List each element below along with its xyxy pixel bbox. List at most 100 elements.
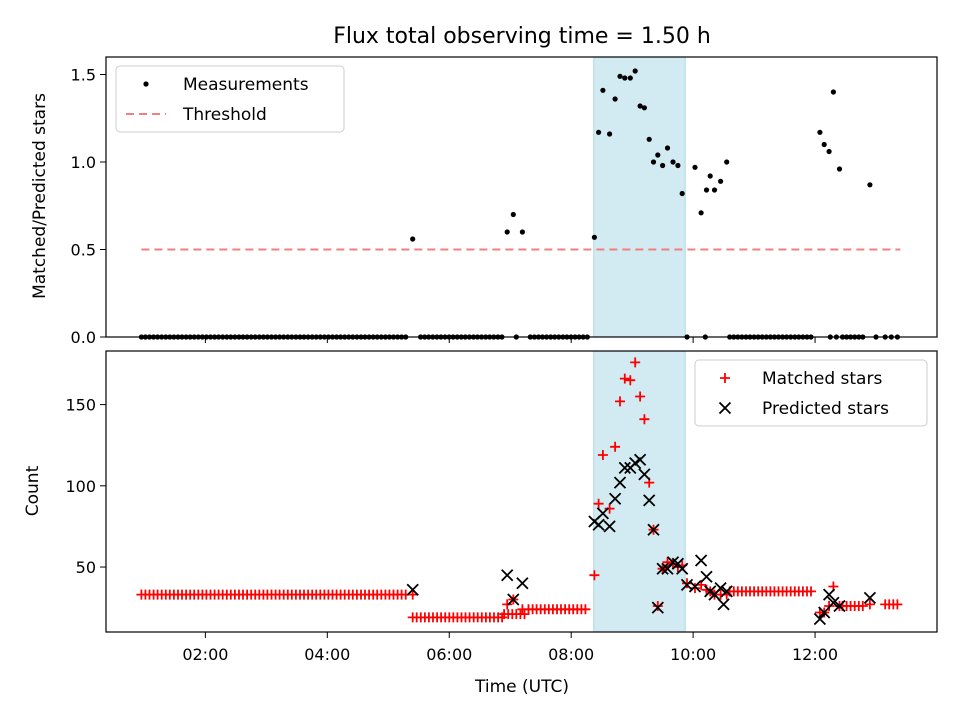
legend-predicted-swatch (718, 401, 732, 415)
measurement-point (632, 68, 638, 74)
measurement-point (622, 75, 628, 81)
measurement-point (826, 148, 832, 155)
predicted-star-point (656, 562, 669, 575)
predicted-star-point (647, 523, 660, 536)
measurement-point (692, 164, 698, 170)
measurement-point (596, 129, 602, 135)
measurement-point (817, 129, 823, 135)
legend: Measurements Threshold (115, 65, 345, 133)
measurement-point (607, 131, 613, 137)
predicted-star-point (592, 518, 605, 531)
measurement-point (821, 141, 827, 148)
matched-star-point (597, 450, 608, 460)
y-tick-label: 50 (76, 558, 96, 577)
predicted-star-point (633, 453, 647, 466)
measurement-point (591, 234, 598, 240)
y-tick-label: 1.0 (71, 153, 96, 172)
matched-star-point (662, 557, 673, 568)
matched-star-point (593, 498, 604, 509)
matched-star-point (517, 604, 528, 615)
legend-box (115, 65, 345, 133)
measurement-point (707, 173, 713, 179)
x-tick-label: 04:00 (304, 645, 350, 664)
measurement-point (655, 152, 661, 158)
predicted-star-point (406, 583, 419, 596)
legend-matched-swatch (720, 373, 730, 383)
measurement-point (637, 103, 643, 109)
matched-star-point (604, 503, 615, 514)
predicted-star-point (813, 612, 827, 626)
measurement-point (650, 159, 657, 165)
measurement-point (867, 182, 873, 188)
predicted-star-point (863, 591, 877, 605)
measurement-point (612, 96, 618, 102)
predicted-star-point (700, 570, 713, 583)
matched-star-point (619, 373, 630, 384)
legend-measurement-swatch (143, 81, 149, 87)
measurement-point (711, 187, 718, 193)
measurement-point (670, 159, 676, 165)
predicted-star-point (638, 468, 651, 481)
measurement-point (660, 162, 666, 169)
axes-frame (105, 56, 938, 338)
measurement-point (410, 236, 416, 242)
legend-box (694, 359, 928, 427)
matched-star-point (682, 578, 692, 589)
predicted-star-point (507, 593, 520, 606)
matched-star-point (630, 357, 641, 368)
x-tick-label: 12:00 (792, 645, 838, 664)
x-tick-label: 06:00 (426, 645, 472, 664)
predicted-star-point (651, 601, 664, 614)
y-tick-label: 150 (65, 396, 96, 415)
matched-star-point (806, 586, 816, 597)
matched-star-point (652, 601, 663, 611)
measurement-point (664, 145, 671, 151)
predicted-star-point (676, 562, 689, 575)
predicted-star-point (688, 580, 702, 593)
predicted-star-point (596, 507, 610, 520)
measurement-point (627, 75, 633, 81)
x-tick-label: 02:00 (182, 645, 228, 664)
measurement-point (641, 105, 648, 111)
measurement-point (724, 159, 730, 165)
matched-star-point (625, 375, 636, 386)
measurement-point (519, 229, 526, 235)
predicted-star-point (717, 598, 730, 611)
matched-star-point (690, 583, 700, 594)
y-tick-label: 0.0 (71, 328, 96, 347)
predicted-star-point (516, 577, 529, 590)
predicted-star-point (720, 585, 733, 598)
matched-star-point (639, 414, 650, 425)
matched-star-point (407, 589, 418, 600)
measurement-point (703, 187, 710, 193)
predicted-star-point (827, 596, 840, 609)
measurement-point (504, 229, 510, 235)
measurement-point (600, 87, 606, 93)
legend-label: Threshold (182, 105, 267, 125)
predicted-star-point (694, 554, 708, 567)
ratio-panel: 0.0 0.5 1.0 1.5 Measurements Threshold (71, 56, 938, 347)
predicted-star-point (822, 588, 836, 601)
measurement-point (646, 136, 652, 142)
legend-label: Matched stars (762, 369, 882, 389)
predicted-star-point (618, 461, 631, 475)
matched-star-point (589, 570, 600, 581)
legend: Matched stars Predicted stars (694, 359, 928, 427)
predicted-star-point (501, 569, 514, 582)
matched-star-point (635, 391, 646, 402)
x-tick-label: 10:00 (670, 645, 716, 664)
matched-star-point (580, 604, 591, 615)
predicted-star-point (643, 494, 656, 507)
top-y-axis-label: Matched/Predicted stars (30, 93, 50, 299)
y-tick-label: 0.5 (71, 241, 96, 260)
y-tick-label: 1.5 (71, 66, 96, 85)
matched-star-point (502, 599, 513, 610)
measurement-point (510, 211, 516, 218)
matched-star-point (857, 601, 868, 611)
matched-star-point (864, 599, 875, 610)
predicted-star-point (818, 606, 831, 619)
measurement-point (675, 162, 681, 169)
predicted-star-point (603, 520, 616, 533)
matched-star-point (615, 396, 625, 407)
